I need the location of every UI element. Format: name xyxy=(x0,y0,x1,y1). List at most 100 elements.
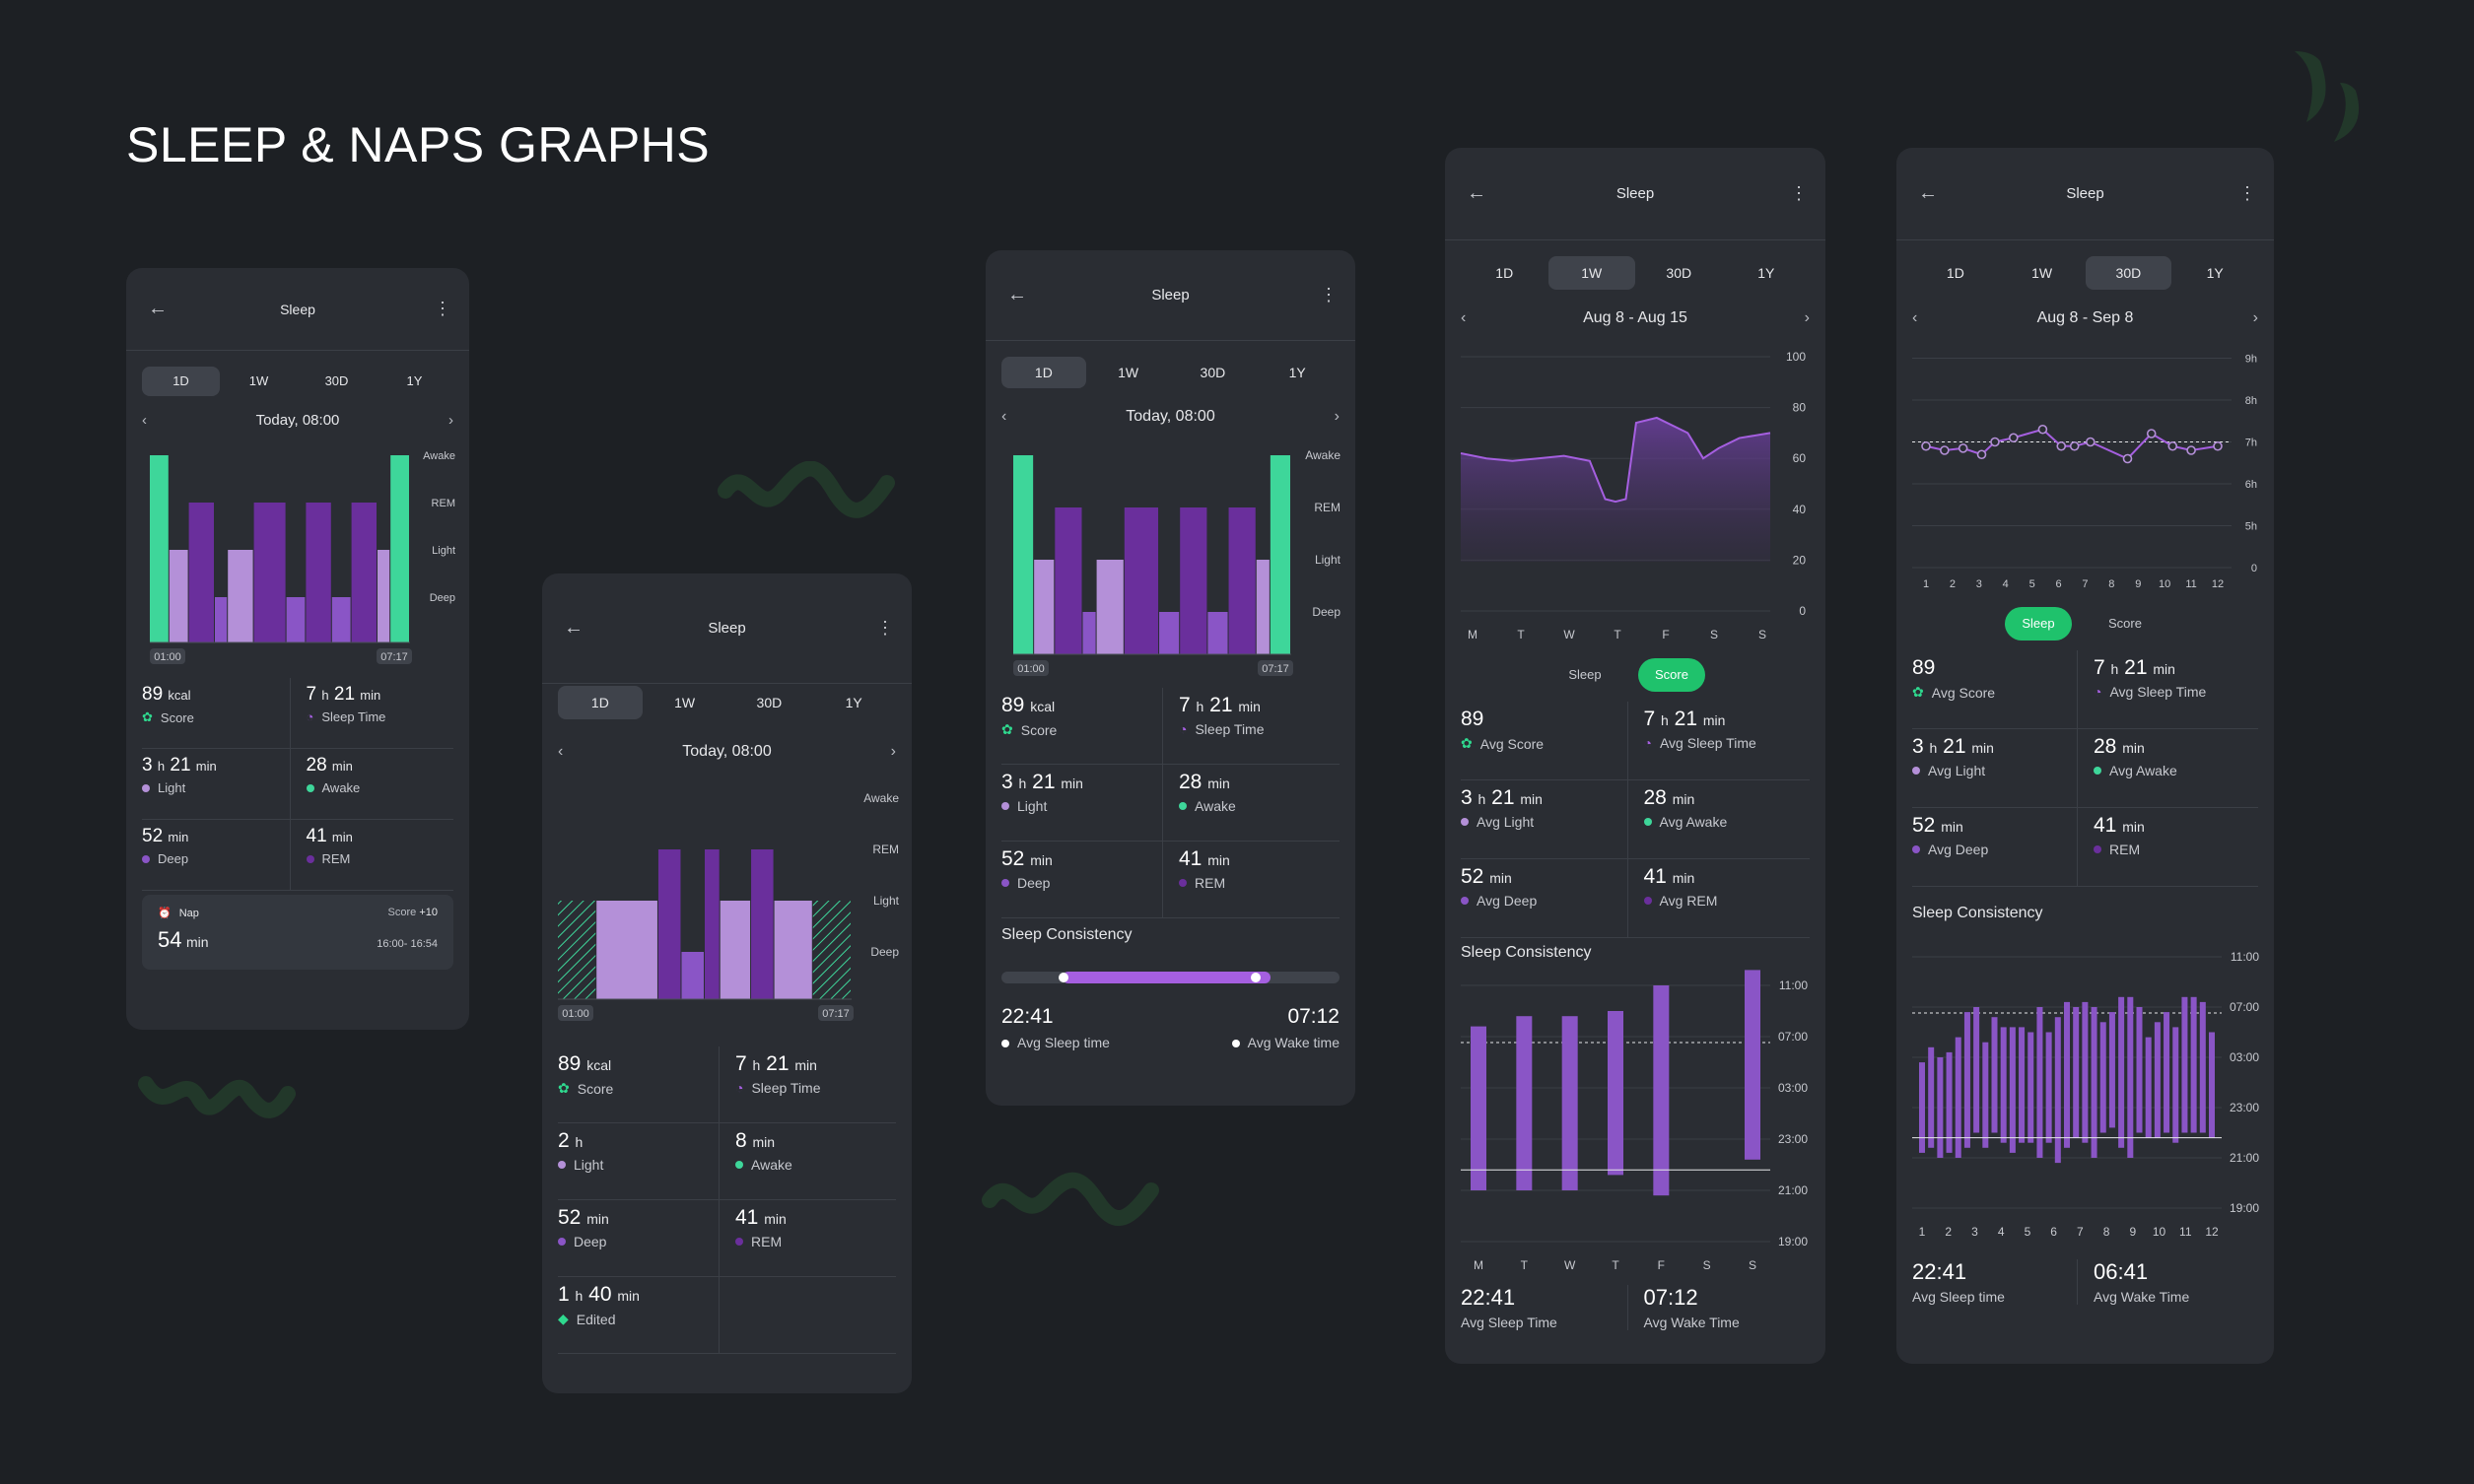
back-arrow-icon[interactable]: ← xyxy=(1918,182,1938,204)
tab-1y[interactable]: 1Y xyxy=(406,373,423,388)
date-navigator: ‹ Today, 08:00 › xyxy=(558,743,896,761)
avg-wake-time: 07:12 xyxy=(1287,1005,1340,1028)
chevron-right-icon[interactable]: › xyxy=(1804,309,1810,326)
y-tick-label: 21:00 xyxy=(2230,1151,2259,1165)
stat-value: 8 min xyxy=(735,1129,776,1152)
stat-value: 28 min xyxy=(1179,771,1230,793)
toggle-sleep[interactable]: Sleep xyxy=(1568,667,1602,682)
consistency-bar xyxy=(1471,1026,1486,1190)
consistency-bar xyxy=(1963,1012,1970,1148)
tab-1d[interactable]: 1D xyxy=(1946,265,1964,281)
chevron-left-icon[interactable]: ‹ xyxy=(142,412,147,429)
light-dot-icon xyxy=(142,783,150,792)
avg-wake-time: 07:12 xyxy=(1643,1285,1698,1310)
y-tick-label: 40 xyxy=(1793,503,1807,516)
tab-1d[interactable]: 1D xyxy=(1001,357,1086,388)
chevron-left-icon[interactable]: ‹ xyxy=(558,743,564,760)
bar-light xyxy=(169,550,188,642)
screen-title: Sleep xyxy=(1151,287,1190,304)
data-point xyxy=(2069,440,2080,451)
stat-cell: 3 h 21 min Light xyxy=(142,749,290,819)
stage-label: Light xyxy=(873,894,900,908)
bar-rem xyxy=(253,503,286,642)
chevron-right-icon[interactable]: › xyxy=(1334,408,1340,425)
tab-1w[interactable]: 1W xyxy=(1547,256,1635,290)
wake-marker[interactable] xyxy=(1251,973,1261,982)
consistency-range xyxy=(1063,972,1271,983)
more-menu-icon[interactable]: ⋮ xyxy=(2238,183,2256,203)
back-arrow-icon[interactable]: ← xyxy=(564,617,584,639)
nap-score-label: Score xyxy=(387,907,417,918)
bar-rem xyxy=(1180,507,1207,654)
chevron-right-icon[interactable]: › xyxy=(2252,309,2258,326)
stat-value: 41 min xyxy=(1179,847,1230,870)
tab-1w[interactable]: 1W xyxy=(1118,365,1139,380)
stat-value: 52 min xyxy=(1912,814,1963,837)
toggle-sleep[interactable]: Sleep xyxy=(2005,607,2072,641)
tab-30d[interactable]: 30D xyxy=(324,373,349,388)
more-menu-icon[interactable]: ⋮ xyxy=(1320,285,1338,304)
tab-1d[interactable]: 1D xyxy=(558,686,643,719)
back-arrow-icon[interactable]: ← xyxy=(1467,182,1486,204)
tab-30d[interactable]: 30D xyxy=(1200,365,1226,380)
chevron-right-icon[interactable]: › xyxy=(890,743,896,760)
bar-rem xyxy=(306,503,331,642)
tab-1y[interactable]: 1Y xyxy=(1288,365,1306,380)
tab-1y[interactable]: 1Y xyxy=(1757,265,1775,281)
stats-row: 2 h Light 8 min Awake xyxy=(558,1123,896,1200)
toggle-score[interactable]: Score xyxy=(2108,616,2142,631)
chevron-left-icon[interactable]: ‹ xyxy=(1001,408,1007,425)
tab-1d[interactable]: 1D xyxy=(142,367,220,396)
bar-light xyxy=(720,901,751,999)
clock-icon: ◔ xyxy=(1643,735,1652,751)
y-tick-label: 19:00 xyxy=(2230,1201,2259,1215)
range-tabs: 1D 1W 30D 1Y xyxy=(142,367,453,396)
tab-1w[interactable]: 1W xyxy=(248,373,269,388)
more-menu-icon[interactable]: ⋮ xyxy=(434,299,451,318)
consistency-bar xyxy=(2118,996,2125,1148)
chevron-left-icon[interactable]: ‹ xyxy=(1461,309,1467,326)
more-menu-icon[interactable]: ⋮ xyxy=(876,618,894,638)
back-arrow-icon[interactable]: ← xyxy=(148,298,168,319)
awake-dot-icon xyxy=(1179,802,1187,810)
tab-1w[interactable]: 1W xyxy=(2031,265,2053,281)
tab-30d[interactable]: 30D xyxy=(756,695,783,710)
stat-cell: 28 min Avg Awake xyxy=(1626,780,1811,858)
stat-label: ✿ Avg Score xyxy=(1461,735,1545,752)
sleep-marker[interactable] xyxy=(1059,973,1068,982)
tab-30d[interactable]: 30D xyxy=(1666,265,1692,281)
stat-value: 89 xyxy=(1461,708,1484,730)
stat-label: ◔ Avg Sleep Time xyxy=(1643,735,1756,751)
stat-cell: 41 min REM xyxy=(1162,842,1340,917)
tab-1y[interactable]: 1Y xyxy=(2206,265,2224,281)
avg-sleep-time: 22:41 xyxy=(1461,1285,1516,1310)
more-menu-icon[interactable]: ⋮ xyxy=(1790,183,1808,203)
stat-value: 28 min xyxy=(306,755,353,776)
tab-1w[interactable]: 1W xyxy=(674,695,696,710)
tab-1y[interactable]: 1Y xyxy=(845,695,862,710)
light-dot-icon xyxy=(1001,802,1009,810)
sleep-screen-week: ← Sleep ⋮ 1D 1W 30D 1Y ‹ Aug 8 - Aug 15 › 0 20 40… xyxy=(1445,148,1825,1364)
y-tick-label: 03:00 xyxy=(1778,1081,1808,1095)
tab-30d[interactable]: 30D xyxy=(2085,256,2172,290)
rem-dot-icon xyxy=(306,854,314,863)
toggle-score[interactable]: Score xyxy=(1638,658,1705,692)
consistency-bar xyxy=(1982,1042,1989,1148)
stat-label: Avg REM xyxy=(1643,893,1811,909)
chevron-left-icon[interactable]: ‹ xyxy=(1912,309,1918,326)
consistency-bar xyxy=(2209,1032,2215,1138)
x-tick-label: 3 xyxy=(1971,1225,1978,1239)
back-arrow-icon[interactable]: ← xyxy=(1007,284,1027,305)
x-tick-label: W xyxy=(1563,628,1575,641)
stats-row: 89 ✿ Avg Score 7 h 21 min ◔ Avg Sleep Time xyxy=(1912,650,2258,729)
stats-row: 52 min Deep 41 min REM xyxy=(1001,842,1340,918)
alarm-icon: ⏰ xyxy=(158,908,172,919)
crescent-decoration xyxy=(2295,51,2360,142)
tab-1d[interactable]: 1D xyxy=(1495,265,1514,281)
nap-card[interactable]: ⏰ Nap Score +10 54 min 16:00- 16:54 xyxy=(142,895,453,970)
stat-value: 41 min xyxy=(735,1206,787,1229)
x-tick-label: 2 xyxy=(1950,578,1956,590)
x-tick-label: 4 xyxy=(2003,578,2009,590)
stat-cell: 89 kcal ✿ Score xyxy=(558,1046,719,1122)
chevron-right-icon[interactable]: › xyxy=(447,412,453,429)
